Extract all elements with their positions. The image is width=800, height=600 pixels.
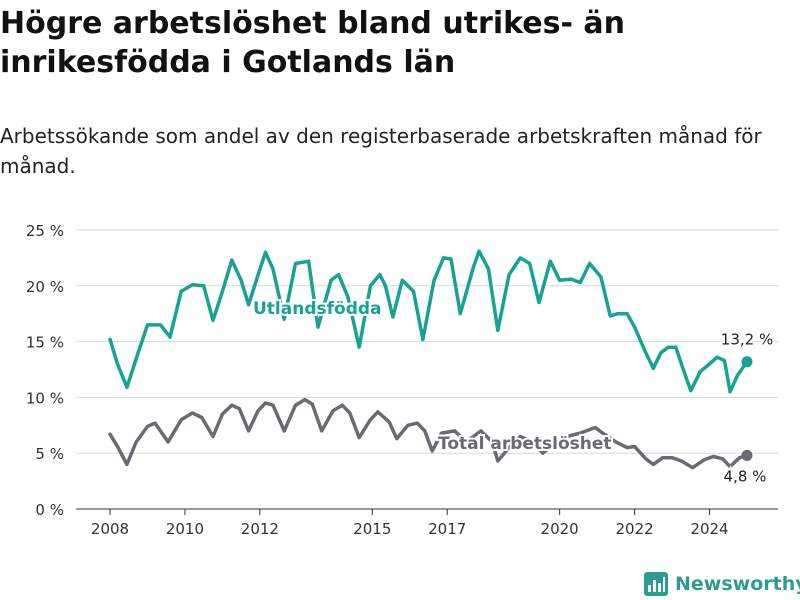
bar-chart-logo-icon (644, 572, 668, 596)
y-tick-label: 0 % (35, 501, 64, 519)
y-tick-label: 10 % (26, 389, 64, 407)
series-line (108, 397, 749, 470)
end-value-label: 13,2 % (721, 331, 773, 349)
x-tick-label: 2010 (166, 520, 204, 538)
series-end-point (741, 449, 753, 461)
series-name-label: Utlandsfödda (253, 299, 382, 319)
x-tick-label: 2022 (615, 520, 653, 538)
x-tick-label: 2012 (241, 520, 279, 538)
brand-name: Newsworthy (675, 573, 800, 595)
x-tick-label: 2024 (690, 520, 728, 538)
y-tick-label: 20 % (26, 278, 64, 296)
x-tick-label: 2015 (353, 520, 391, 538)
brand-logo[interactable]: Newsworthy (644, 569, 800, 599)
y-tick-label: 5 % (35, 445, 64, 463)
series-line (108, 249, 749, 394)
x-tick-label: 2008 (91, 520, 129, 538)
series-end-point (741, 356, 753, 368)
end-value-label: 4,8 % (724, 467, 767, 485)
y-tick-label: 25 % (26, 222, 64, 240)
chart-subtitle: Arbetssökande som andel av den registerb… (0, 124, 762, 178)
chart-title: Högre arbetslöshet bland utrikes- än inr… (0, 6, 625, 80)
x-tick-label: 2020 (541, 520, 579, 538)
y-tick-label: 15 % (26, 334, 64, 352)
series-name-label: Total arbetslöshet (438, 434, 612, 454)
x-tick-label: 2017 (428, 520, 466, 538)
